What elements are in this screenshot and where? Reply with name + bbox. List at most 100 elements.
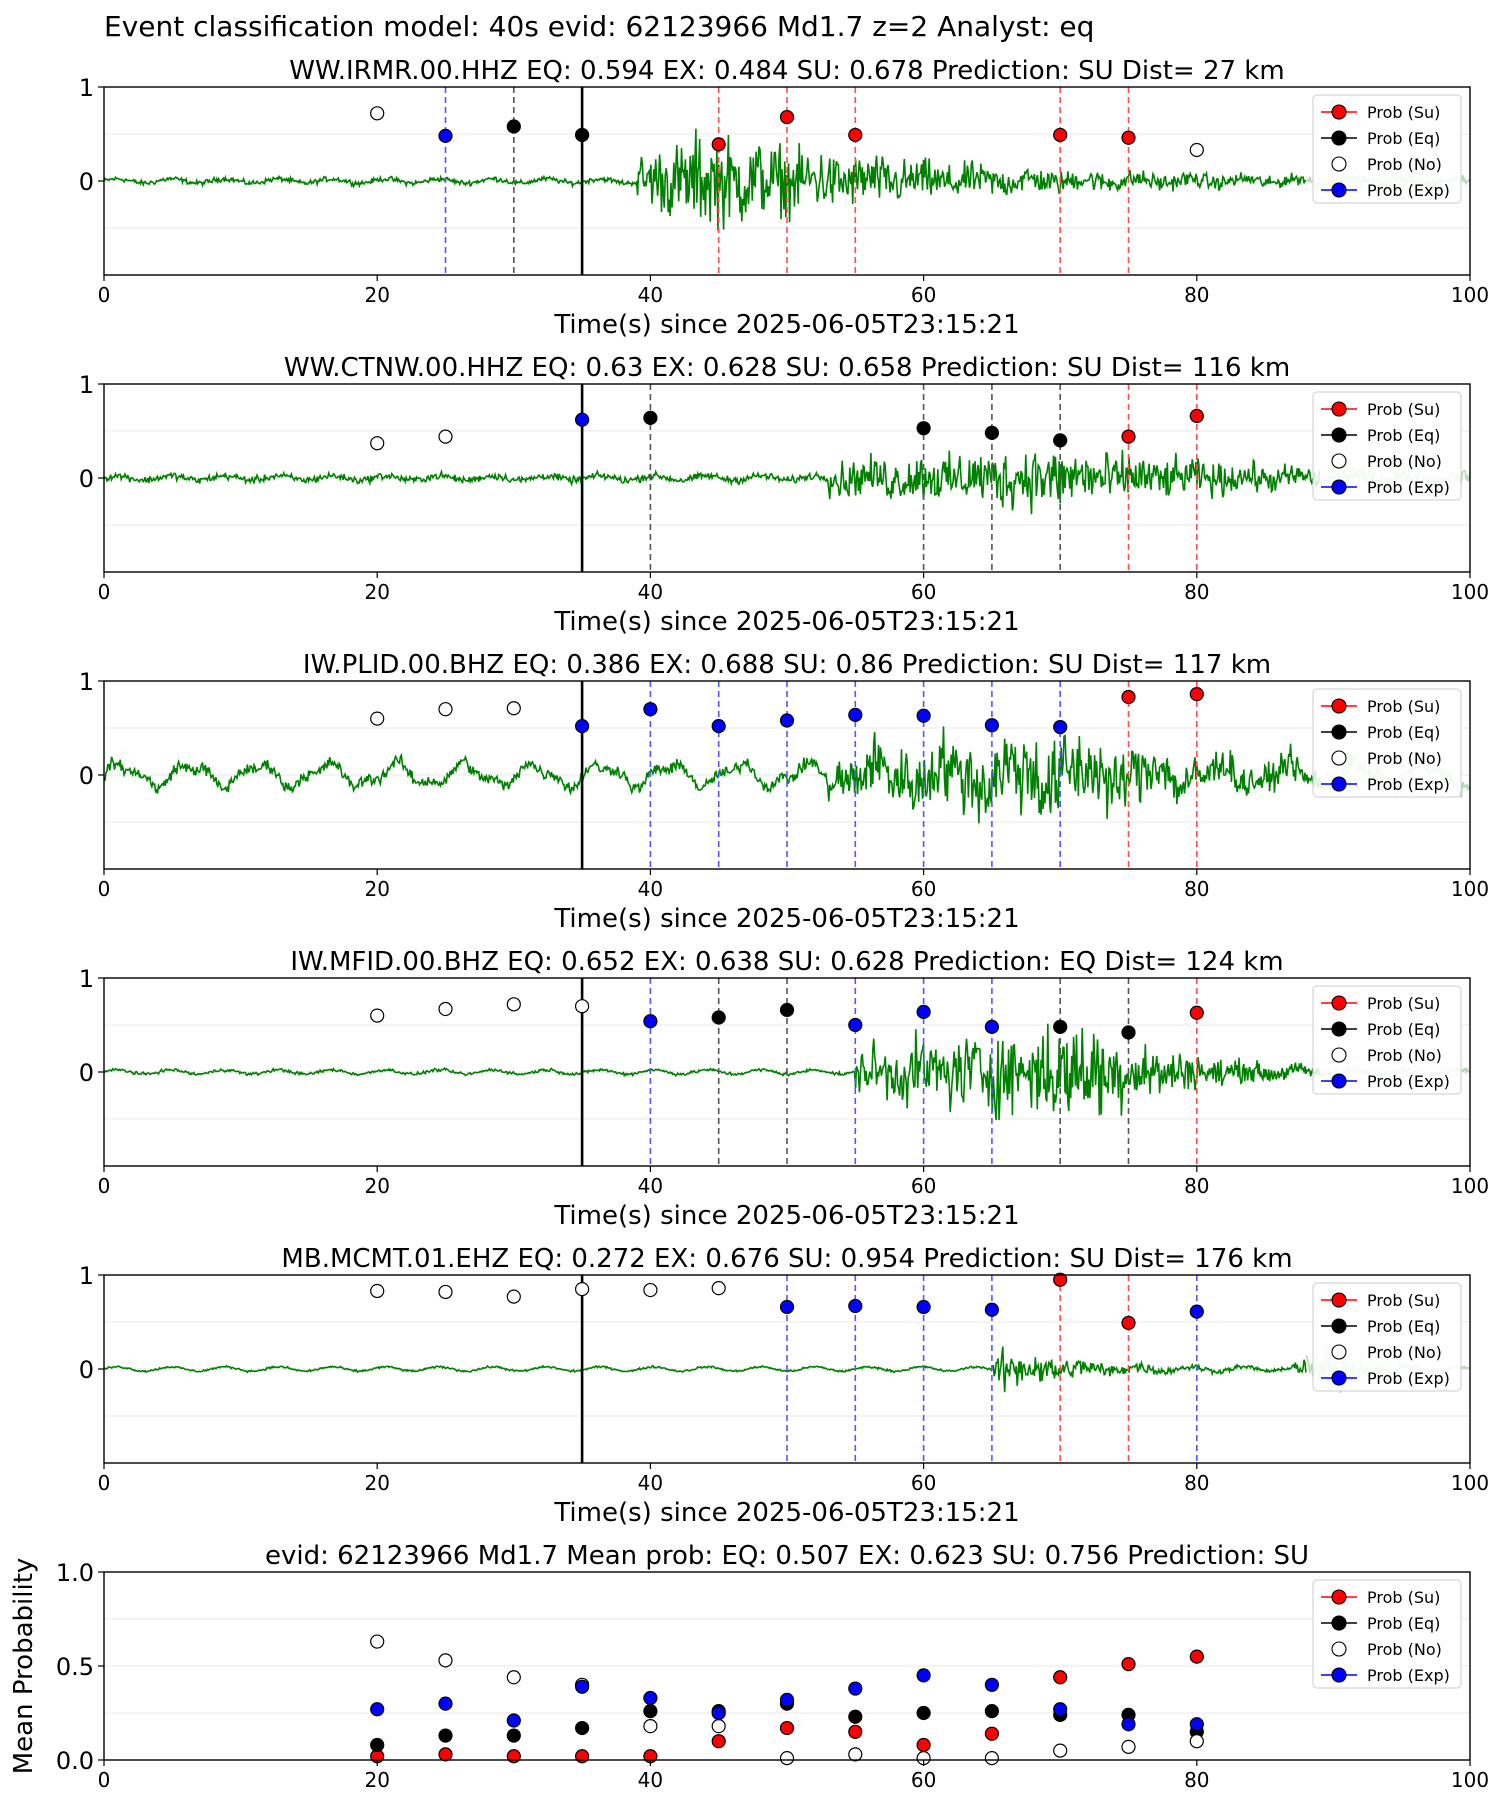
probability-point-no bbox=[370, 711, 385, 726]
plot-area bbox=[104, 384, 1470, 572]
x-tick-label: 0 bbox=[98, 1471, 111, 1495]
panel-1: WW.IRMR.00.HHZ EQ: 0.594 EX: 0.484 SU: 0… bbox=[79, 56, 1489, 340]
legend-label: Prob (Exp) bbox=[1367, 478, 1450, 497]
x-tick-label: 80 bbox=[1184, 877, 1209, 901]
probability-point-eq bbox=[984, 425, 1000, 440]
mean-point-no bbox=[1189, 1734, 1204, 1749]
probability-point-no bbox=[438, 429, 453, 444]
x-tick-label: 100 bbox=[1451, 283, 1489, 307]
probability-point-no bbox=[506, 701, 521, 716]
legend-label: Prob (Eq) bbox=[1367, 1020, 1440, 1039]
probability-point-no bbox=[370, 1283, 385, 1299]
probability-point-eq bbox=[916, 421, 931, 436]
probability-point-exp bbox=[984, 1019, 1000, 1034]
x-axis-label: Time(s) since 2025-06-05T23:15:21 bbox=[553, 607, 1019, 637]
x-tick-label: 100 bbox=[1451, 1768, 1489, 1792]
legend: Prob (Su) Prob (Eq) Prob (No) Prob (Exp) bbox=[1312, 94, 1462, 204]
probability-point-eq bbox=[643, 410, 658, 425]
mean-point-su bbox=[779, 1720, 795, 1736]
y-tick-label: 0 bbox=[79, 1356, 94, 1384]
mean-point-exp bbox=[1121, 1717, 1136, 1732]
mean-point-no bbox=[984, 1751, 1000, 1766]
y-axis-label: Mean Probability bbox=[9, 1558, 39, 1775]
probability-point-no bbox=[574, 999, 590, 1014]
legend-marker-eq bbox=[1331, 1318, 1347, 1334]
mean-point-eq bbox=[370, 1737, 385, 1753]
y-tick-label: 0.5 bbox=[56, 1653, 94, 1681]
legend-marker-no bbox=[1331, 156, 1347, 172]
x-tick-label: 20 bbox=[364, 877, 389, 901]
legend-marker-exp bbox=[1331, 1667, 1347, 1683]
legend-marker-eq bbox=[1331, 1021, 1347, 1037]
mean-point-su bbox=[711, 1734, 726, 1749]
y-tick-label: 0 bbox=[79, 465, 94, 493]
legend-marker-eq bbox=[1331, 1615, 1347, 1631]
legend-marker-no bbox=[1331, 1047, 1347, 1063]
mean-point-exp bbox=[370, 1702, 385, 1717]
panel-5: MB.MCMT.01.EHZ EQ: 0.272 EX: 0.676 SU: 0… bbox=[79, 1244, 1489, 1528]
panel-2: WW.CTNW.00.HHZ EQ: 0.63 EX: 0.628 SU: 0.… bbox=[79, 353, 1489, 637]
probability-point-no bbox=[370, 436, 385, 451]
panel-title: MB.MCMT.01.EHZ EQ: 0.272 EX: 0.676 SU: 0… bbox=[281, 1244, 1292, 1274]
x-tick-label: 60 bbox=[911, 877, 936, 901]
probability-point-su bbox=[1189, 687, 1204, 702]
probability-point-eq bbox=[506, 119, 521, 134]
mean-point-exp bbox=[779, 1692, 795, 1707]
x-tick-label: 40 bbox=[638, 1768, 663, 1792]
probability-point-exp bbox=[574, 719, 590, 734]
probability-point-su bbox=[711, 137, 726, 152]
x-axis-label: Time(s) since 2025-06-05T23:15:21 bbox=[553, 1201, 1019, 1231]
mean-point-exp bbox=[984, 1677, 1000, 1692]
x-tick-label: 80 bbox=[1184, 580, 1209, 604]
probability-point-no bbox=[1189, 142, 1204, 158]
probability-point-exp bbox=[984, 1302, 1000, 1317]
probability-point-eq bbox=[711, 1010, 726, 1025]
mean-point-su bbox=[984, 1726, 1000, 1741]
mean-point-eq bbox=[438, 1728, 453, 1743]
mean-point-su bbox=[1121, 1657, 1136, 1672]
mean-point-exp bbox=[506, 1713, 521, 1728]
legend-marker-exp bbox=[1331, 776, 1347, 792]
x-tick-label: 0 bbox=[98, 877, 111, 901]
x-tick-label: 20 bbox=[364, 580, 389, 604]
mean-point-no bbox=[643, 1719, 658, 1734]
mean-point-eq bbox=[916, 1705, 931, 1721]
legend-box bbox=[1312, 391, 1462, 501]
legend-label: Prob (Eq) bbox=[1367, 723, 1440, 742]
probability-point-exp bbox=[984, 718, 1000, 733]
legend-label: Prob (No) bbox=[1367, 1046, 1442, 1065]
mean-point-no bbox=[779, 1751, 795, 1766]
x-tick-label: 80 bbox=[1184, 1174, 1209, 1198]
legend-marker-no bbox=[1331, 1641, 1347, 1657]
legend-box bbox=[1312, 1282, 1462, 1392]
probability-point-su bbox=[1053, 127, 1068, 143]
probability-point-su bbox=[1189, 408, 1204, 424]
x-tick-label: 100 bbox=[1451, 877, 1489, 901]
mean-point-eq bbox=[574, 1720, 590, 1736]
legend-marker-su bbox=[1331, 104, 1347, 120]
probability-point-eq bbox=[1053, 433, 1068, 448]
probability-point-no bbox=[438, 702, 453, 717]
panel-4: IW.MFID.00.BHZ EQ: 0.652 EX: 0.638 SU: 0… bbox=[79, 947, 1489, 1231]
probability-point-no bbox=[370, 1008, 385, 1023]
probability-point-exp bbox=[779, 1299, 795, 1315]
probability-point-exp bbox=[711, 719, 726, 734]
waveform-trace bbox=[104, 128, 1307, 231]
mean-point-no bbox=[711, 1719, 726, 1734]
legend-marker-no bbox=[1331, 453, 1347, 469]
y-tick-label: 1.0 bbox=[56, 1559, 94, 1587]
legend-marker-no bbox=[1331, 750, 1347, 766]
legend-box bbox=[1312, 985, 1462, 1095]
probability-point-exp bbox=[643, 702, 658, 717]
mean-point-su bbox=[438, 1747, 453, 1762]
probability-point-no bbox=[711, 1281, 726, 1296]
legend-label: Prob (Exp) bbox=[1367, 1369, 1450, 1388]
legend: Prob (Su) Prob (Eq) Prob (No) Prob (Exp) bbox=[1312, 1579, 1462, 1689]
legend-marker-su bbox=[1331, 1292, 1347, 1308]
mean-point-exp bbox=[1053, 1702, 1068, 1717]
probability-point-no bbox=[438, 1001, 453, 1017]
probability-point-su bbox=[1053, 1272, 1068, 1287]
legend-label: Prob (Eq) bbox=[1367, 129, 1440, 148]
panel-title: evid: 62123966 Md1.7 Mean prob: EQ: 0.50… bbox=[265, 1541, 1309, 1571]
